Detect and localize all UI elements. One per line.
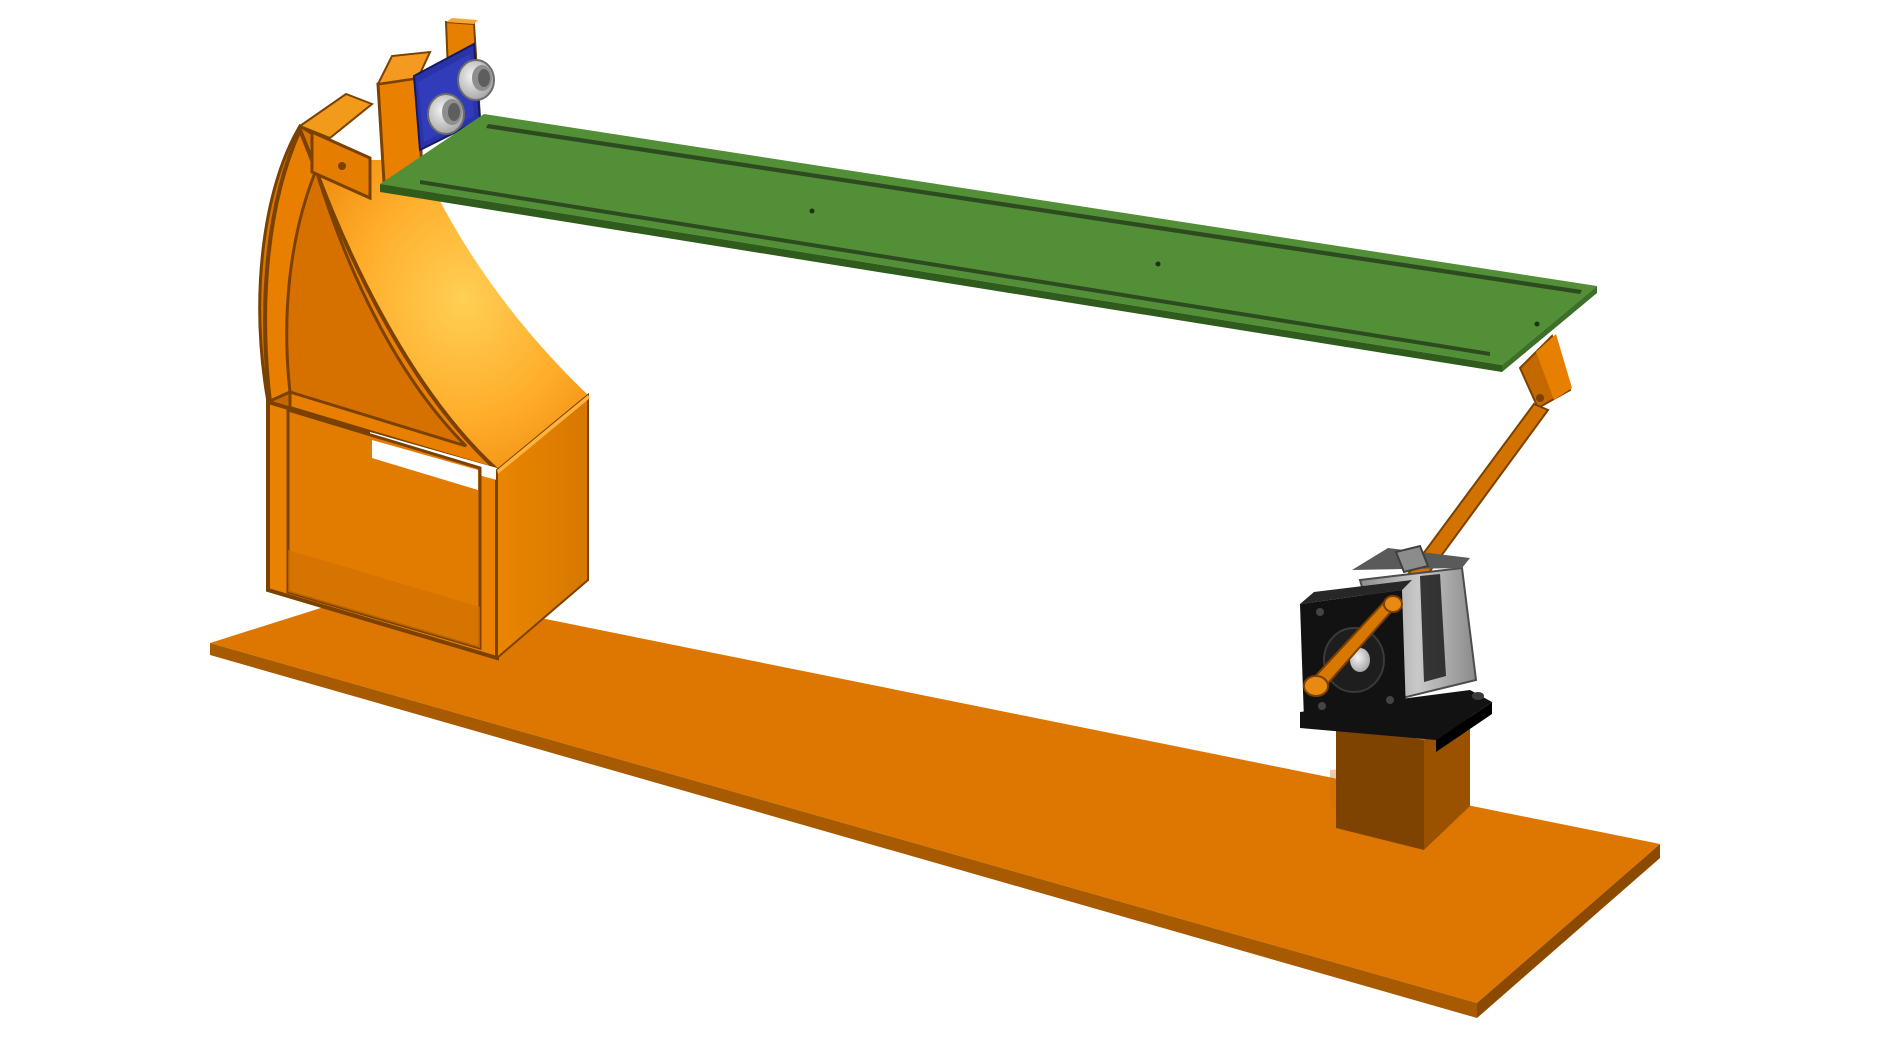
rail-hole-icon [809, 208, 815, 214]
crank-pivot-icon [1383, 595, 1403, 613]
ultrasonic-sensor [412, 42, 495, 152]
transducer-left-icon [427, 93, 465, 135]
pivot-icon [1536, 394, 1544, 402]
rail-hanger [1518, 334, 1572, 410]
crank-arm [1303, 595, 1403, 697]
bolt-hole-icon [338, 162, 346, 170]
transducer-right-icon [457, 59, 495, 101]
rail-hole-icon [1155, 261, 1161, 267]
rail-hole-icon [1534, 321, 1540, 327]
motor-bracket [1300, 690, 1492, 752]
curved-stand [258, 92, 590, 661]
green-rail [380, 114, 1597, 372]
